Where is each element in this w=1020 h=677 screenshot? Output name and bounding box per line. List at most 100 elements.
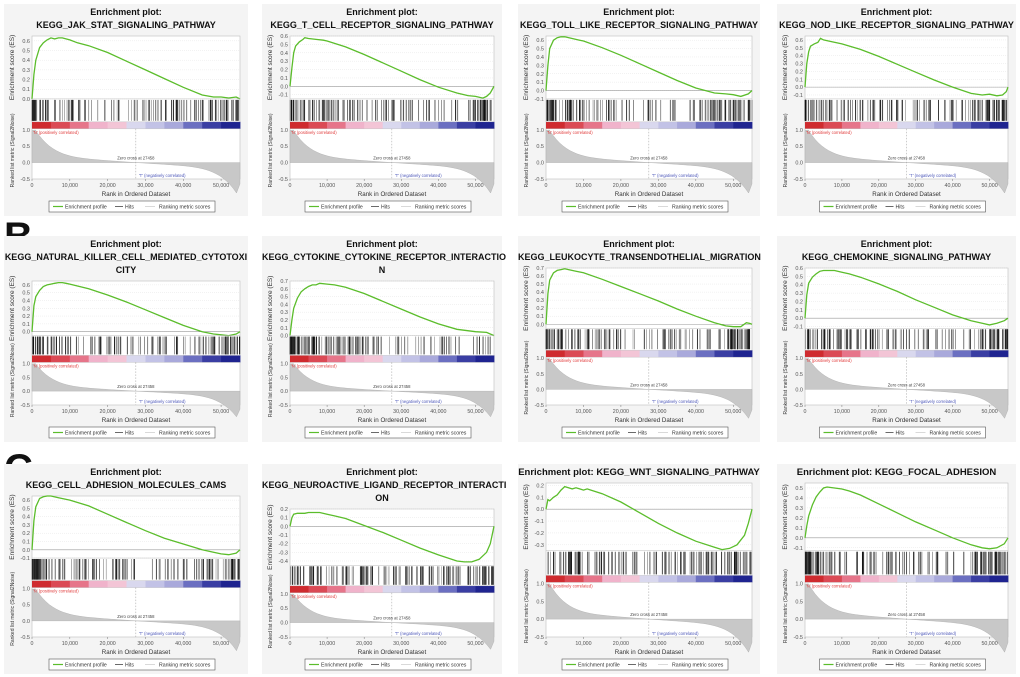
x-tick-label: 30,000 (908, 409, 924, 415)
plot-title: Enrichment plot: KEGG_WNT_SIGNALING_PATH… (518, 466, 760, 479)
es-tick-label: 0.0 (536, 507, 544, 513)
es-tick-label: 0.6 (280, 34, 288, 40)
ranking-color-segment (107, 355, 127, 363)
positive-correlation-label: 'N' (positively correlated) (291, 594, 337, 599)
x-tick-label: 50,000 (213, 409, 229, 415)
enrichment-plot-panel: Enrichment plot: KEGG_WNT_SIGNALING_PATH… (518, 464, 760, 674)
ranked-tick-label: 1.0 (22, 587, 30, 593)
ranking-color-segment (32, 121, 52, 129)
ranking-metric-area (31, 363, 241, 418)
es-tick-label: 0.2 (22, 531, 30, 537)
es-tick-label: 0.3 (22, 523, 30, 529)
zero-cross-label: Zero cross at 27458 (117, 384, 155, 389)
x-tick-label: 0 (804, 183, 807, 189)
legend-label-enrichment-profile: Enrichment profile (65, 663, 107, 669)
enrichment-profile-line (545, 485, 753, 551)
legend-label-hits: Hits (125, 663, 134, 669)
plot-subtitle-line: KEGG_CELL_ADHESION_MOLECULES_CAMS (25, 480, 227, 490)
zero-cross-label: Zero cross at 27458 (888, 382, 926, 387)
x-tick-label: 30,000 (650, 409, 666, 415)
gsea-chart-svg: -0.1 0.0 0.1 0.2 0.3 0.4 0.5 0.6 1.0 0.5 0.0 -0.5 'N… (782, 265, 1009, 439)
ranking-color-segment (897, 575, 917, 583)
plot-subtitle-line: CITY (115, 265, 137, 275)
ranking-color-segment (583, 350, 603, 358)
positive-correlation-label: 'N' (positively correlated) (806, 130, 852, 135)
es-axis-label: Enrichment score (ES) (267, 276, 274, 341)
legend-label-enrichment-profile: Enrichment profile (836, 663, 878, 669)
ranking-color-segment (714, 121, 734, 129)
plot-title-line: Enrichment plot: KEGG_FOCAL_ADHESION (796, 467, 997, 478)
legend-box (819, 200, 986, 213)
es-tick-label: 0.2 (795, 516, 803, 522)
enrichment-plot-panel: Enrichment plot: KEGG_LEUKOCYTE_TRANSENDO… (518, 236, 761, 442)
legend-label-ranking-metric: Ranking metric scores (930, 663, 982, 669)
hits-group (546, 99, 753, 121)
es-tick-label: -0.1 (279, 93, 288, 99)
x-tick-label: 0 (804, 641, 807, 647)
x-tick-label: 50,000 (981, 641, 997, 647)
ranked-axis-label: Ranked list metric (Signal2Noise) (524, 340, 530, 414)
es-tick-label: 0.5 (795, 486, 803, 492)
es-tick-label: 0.4 (22, 515, 30, 521)
es-tick-label: 0.1 (536, 314, 544, 320)
negative-correlation-label: 'T' (negatively correlated) (909, 399, 956, 404)
es-tick-label: 0.5 (280, 295, 288, 301)
ranked-tick-label: 0.5 (795, 372, 803, 378)
es-tick-label: 0.3 (280, 59, 288, 65)
ranking-metric-area (289, 129, 495, 194)
ranked-tick-label: 0.5 (536, 599, 544, 605)
es-tick-label: 0.1 (280, 516, 288, 522)
x-tick-label: 50,000 (467, 183, 483, 189)
es-tick-label: 0.0 (795, 85, 803, 91)
es-tick-label: -0.1 (535, 97, 544, 103)
ranking-color-segment (805, 350, 824, 358)
legend-label-hits: Hits (125, 205, 134, 211)
negative-correlation-label: 'T' (negatively correlated) (652, 173, 699, 178)
enrichment-profile-line (31, 37, 241, 100)
es-tick-label: 0.4 (795, 496, 803, 502)
ranking-color-segment (438, 585, 458, 593)
legend-box (48, 200, 216, 213)
es-tick-label: 0.0 (536, 89, 544, 95)
ranking-color-segment (327, 121, 346, 129)
legend-label-enrichment-profile: Enrichment profile (578, 205, 620, 211)
x-tick-label: 30,000 (393, 409, 409, 415)
ranking-color-segment (639, 350, 659, 358)
gsea-chart-svg: -0.1 0.0 0.1 0.2 0.3 0.4 0.5 0.6 1.0 0.5 0.0 -0.5 'N… (267, 34, 495, 213)
x-tick-label: 50,000 (725, 183, 741, 189)
gsea-chart-svg: 0.0 0.1 0.2 0.3 0.4 0.5 0.6 0.7 1.0 0.5 0.0 -0.5 'N'… (523, 265, 753, 439)
es-tick-label: 0.4 (280, 51, 288, 57)
x-tick-label: 0 (289, 409, 292, 415)
ranking-color-segment (620, 575, 640, 583)
ranking-color-segment (695, 350, 715, 358)
ranked-tick-label: -0.5 (794, 635, 803, 641)
x-tick-label: 20,000 (613, 409, 629, 415)
gsea-chart-svg: -0.4 -0.3 -0.2 -0.1 0.0 0.1 0.2 1.0 0.5 0.0 -0.5 'N… (267, 504, 495, 671)
es-tick-label: 0.1 (22, 539, 30, 545)
x-tick-label: 40,000 (175, 641, 191, 647)
legend-label-enrichment-profile: Enrichment profile (578, 431, 620, 437)
ranking-color-segment (126, 121, 146, 129)
enrichment-profile-line (804, 269, 1009, 326)
ranking-metric-area (31, 129, 241, 194)
es-tick-label: 0.2 (795, 299, 803, 305)
plot-title-line: Enrichment plot: KEGG_WNT_SIGNALING_PATH… (518, 467, 760, 478)
ranked-tick-label: 0.0 (280, 389, 288, 395)
x-tick-label: 10,000 (834, 183, 850, 189)
plot-title: Enrichment plot: KEGG_NEUROACTIVE_LIGAND_… (262, 466, 506, 505)
es-tick-label: 0.2 (22, 314, 30, 320)
ranking-color-segment (934, 575, 954, 583)
x-tick-label: 10,000 (834, 641, 850, 647)
ranked-tick-label: 0.5 (536, 372, 544, 378)
ranked-tick-label: -0.5 (279, 403, 288, 409)
ranking-color-segment (714, 575, 734, 583)
x-tick-label: 0 (545, 641, 548, 647)
ranking-color-segment (860, 350, 880, 358)
enrichment-profile-line (289, 282, 495, 337)
chart-legend: Enrichment profile Hits Ranking metric sco… (561, 200, 729, 213)
es-tick-label: 0.0 (22, 97, 30, 103)
ranking-color-segment (639, 575, 659, 583)
x-tick-label: 0 (31, 409, 34, 415)
legend-label-hits: Hits (896, 431, 905, 437)
x-tick-label: 20,000 (100, 641, 116, 647)
